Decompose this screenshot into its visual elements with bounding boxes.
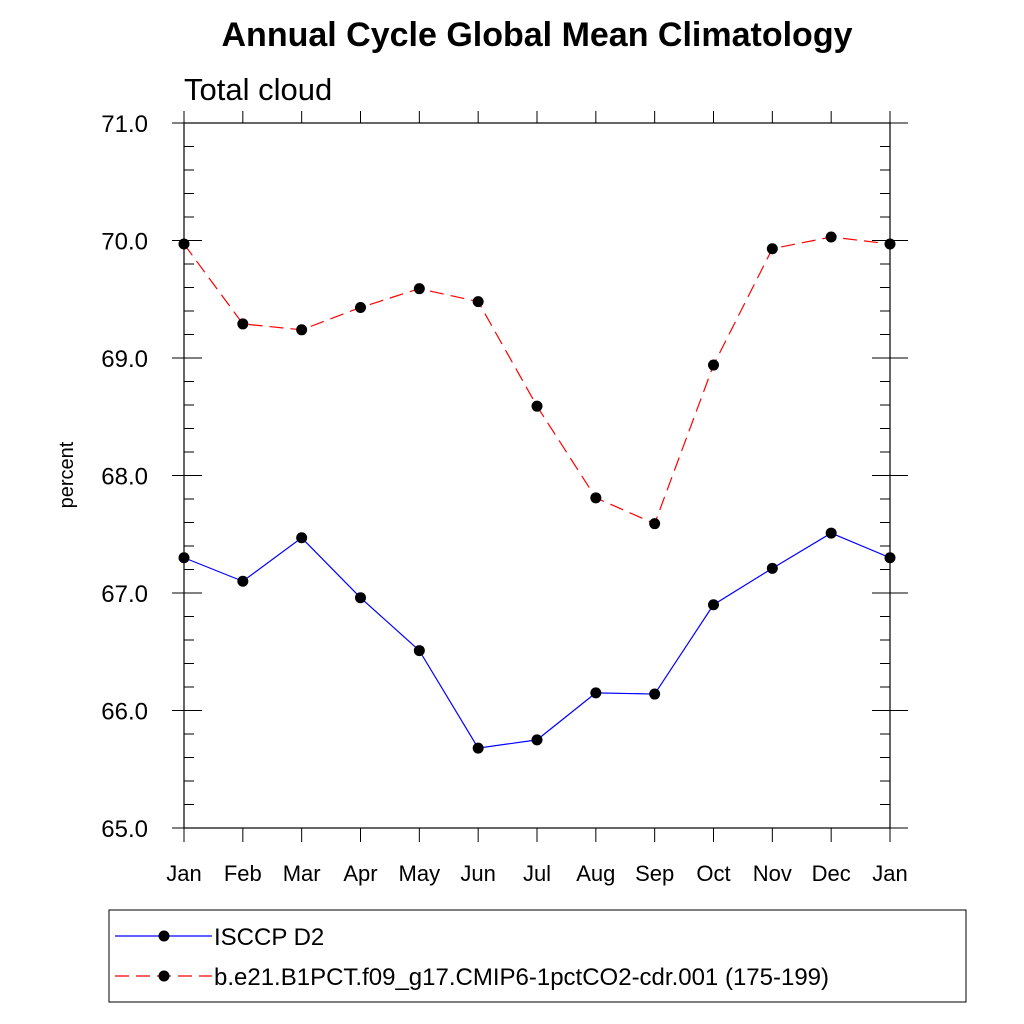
series-1-point [766, 562, 778, 574]
series-2-point [590, 492, 602, 504]
x-tick-label: Dec [812, 861, 851, 886]
y-tick-label: 68.0 [101, 464, 148, 491]
x-tick-label: Nov [753, 861, 792, 886]
series-line-1 [183, 532, 891, 749]
x-tick-label: Jan [166, 861, 201, 886]
series-1-point [708, 599, 719, 611]
y-tick-label: 70.0 [101, 229, 148, 256]
x-tick-label: May [399, 861, 441, 886]
legend-label-1: ISCCP D2 [214, 924, 324, 951]
plot-frame [183, 122, 891, 829]
legend-box [108, 909, 967, 1003]
y-axis-label: percent [56, 441, 78, 508]
axis-ticks [172, 111, 908, 842]
series-layer [178, 231, 896, 754]
y-tick-labels: 65.0 66.0 67.0 68.0 69.0 70.0 71.0 [101, 111, 148, 843]
series-1-point [531, 734, 543, 746]
legend-marker-1 [158, 930, 170, 942]
series-1-point [178, 552, 190, 564]
series-2-point [649, 518, 661, 530]
series-2-point [237, 318, 249, 330]
series-1-point [296, 532, 308, 544]
series-1-point [472, 742, 484, 754]
y-tick-label: 71.0 [101, 111, 148, 138]
legend: ISCCP D2 b.e21.B1PCT.f09_g17.CMIP6-1pctCO… [115, 924, 829, 991]
series-2-point [884, 238, 896, 250]
chart-subtitle: Total cloud [184, 72, 332, 107]
x-tick-label: Feb [224, 861, 262, 886]
series-1-point [237, 575, 249, 587]
x-tick-label: Aug [576, 861, 615, 886]
series-1-point [413, 645, 425, 657]
x-tick-label: Jan [872, 861, 907, 886]
series-2-point [825, 231, 837, 243]
series-line-2 [183, 236, 891, 525]
series-1-point [825, 527, 837, 539]
x-tick-labels: Jan Feb Mar Apr May Jun Jul Aug Sep Oct Nov Dec Jan [166, 861, 907, 886]
legend-label-2: b.e21.B1PCT.f09_g17.CMIP6-1pctCO2-cdr.00… [214, 964, 829, 991]
x-tick-label: Sep [635, 861, 674, 886]
series-2-point [708, 359, 719, 371]
series-1-point [649, 688, 661, 700]
x-tick-label: Jul [523, 861, 551, 886]
series-2-point [296, 324, 308, 336]
series-2-point [472, 296, 484, 308]
y-tick-label: 65.0 [101, 816, 148, 843]
series-1-point [884, 552, 896, 564]
legend-marker-2 [158, 970, 170, 982]
series-2-point [766, 243, 778, 255]
y-tick-label: 66.0 [101, 699, 148, 726]
series-1-point [355, 592, 366, 604]
x-tick-label: Apr [343, 861, 377, 886]
series-2-point [178, 238, 190, 250]
series-2-point [531, 400, 543, 412]
series-2-point [355, 301, 366, 313]
chart-title: Annual Cycle Global Mean Climatology [222, 16, 853, 54]
x-tick-label: Oct [696, 861, 730, 886]
y-tick-label: 69.0 [101, 346, 148, 373]
series-1-point [590, 687, 602, 699]
x-tick-label: Mar [283, 861, 321, 886]
series-2-point [413, 283, 425, 295]
y-tick-label: 67.0 [101, 581, 148, 608]
x-tick-label: Jun [460, 861, 495, 886]
